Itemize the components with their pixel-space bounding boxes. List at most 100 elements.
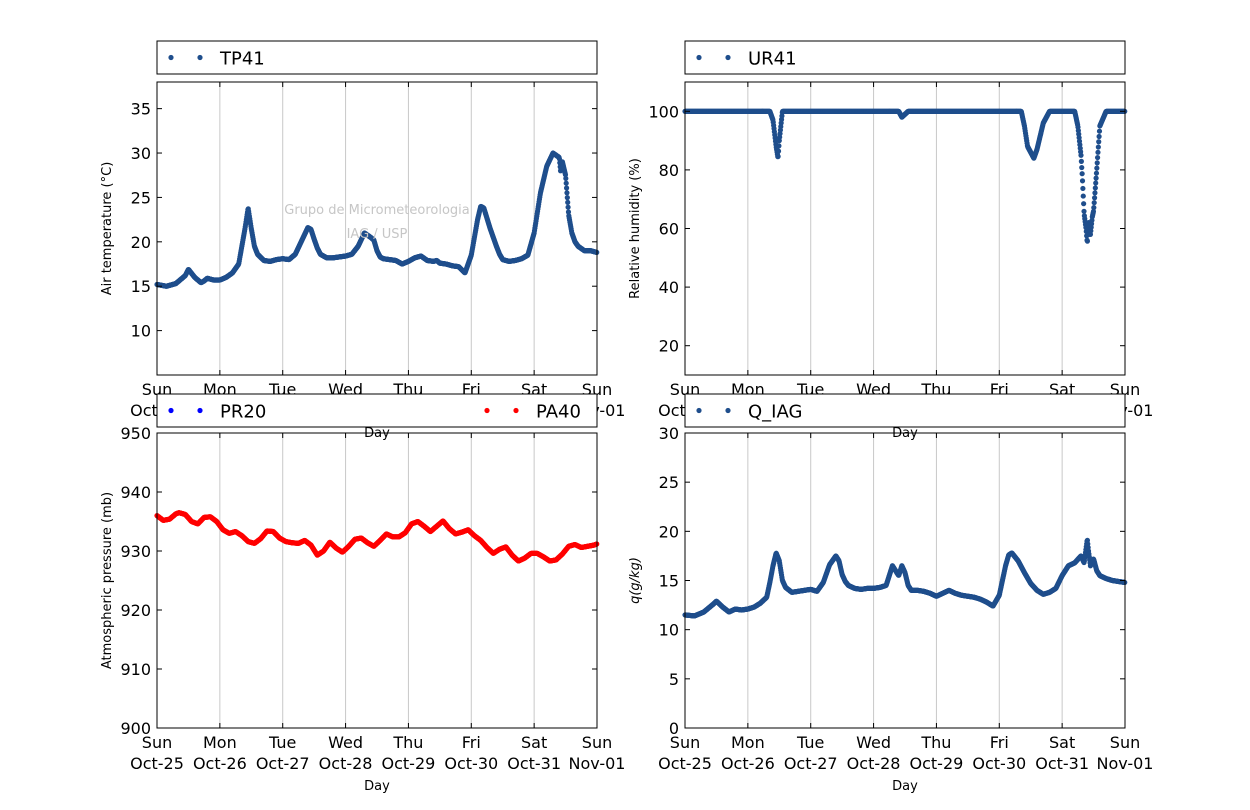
data-point: [1096, 128, 1103, 134]
x-tick-label-date: Oct-28: [319, 754, 373, 773]
data-point: [1093, 170, 1100, 176]
plot-frame: [156, 432, 598, 729]
legend-label-tp41: TP41: [219, 49, 265, 70]
data-point: [1091, 200, 1097, 206]
x-tick-label-date: Oct-25: [130, 754, 184, 773]
x-tick-label-day: Sun: [142, 733, 172, 752]
x-tick-label-date: Oct-30: [972, 754, 1026, 773]
y-tick-label: 60: [659, 220, 679, 239]
legend-marker: [197, 54, 203, 61]
data-point: [1079, 164, 1085, 171]
y-tick-label: 35: [131, 100, 151, 119]
y-tick-label: 20: [659, 337, 679, 356]
data-point: [1095, 144, 1101, 150]
x-tick-label-day: Wed: [856, 733, 891, 752]
data-point: [565, 209, 572, 215]
legend-marker: [513, 407, 519, 414]
data-point: [1079, 171, 1085, 177]
x-tick-label-date: Oct-28: [847, 754, 901, 773]
y-tick-label: 25: [131, 188, 151, 207]
x-tick-label-date: Nov-01: [1097, 754, 1154, 773]
x-tick-label-day: Thu: [392, 733, 423, 752]
y-tick-label: 15: [659, 572, 679, 591]
y-tick-label: 40: [659, 278, 679, 297]
x-tick-label-day: Fri: [462, 733, 481, 752]
legend-marker: [197, 407, 203, 414]
chart-panel-4: 051015202530SunOct-25MonOct-26TueOct-27W…: [628, 393, 1154, 794]
y-tick-label: 20: [131, 233, 151, 252]
x-tick-label-date: Oct-25: [658, 754, 712, 773]
x-tick-label-day: Sat: [521, 733, 547, 752]
data-point: [565, 199, 571, 205]
legend-box: [156, 40, 598, 75]
series-tp41: [154, 150, 600, 289]
y-tick-label: 10: [131, 322, 151, 341]
x-tick-label-date: Oct-29: [910, 754, 964, 773]
y-tick-label: 920: [120, 601, 151, 620]
x-tick-label-day: Sun: [670, 733, 700, 752]
data-point: [1081, 201, 1087, 207]
chart-panel-3: 900910920930940950SunOct-25MonOct-26TueO…: [100, 393, 625, 794]
data-point: [564, 195, 570, 201]
y-axis-label: Air temperature (°C): [100, 162, 115, 296]
x-tick-label-day: Sun: [1110, 733, 1140, 752]
y-tick-label: 30: [131, 144, 151, 163]
data-point: [565, 204, 571, 210]
y-tick-label: 100: [648, 102, 679, 121]
x-tick-label-date: Oct-26: [193, 754, 247, 773]
legend-label-ur41: UR41: [748, 49, 797, 70]
x-tick-label-day: Thu: [920, 733, 951, 752]
data-point: [563, 180, 569, 186]
x-tick-label-date: Oct-31: [1035, 754, 1089, 773]
data-point: [1094, 154, 1101, 161]
x-tick-label-day: Sat: [1049, 733, 1075, 752]
y-tick-label: 950: [120, 424, 151, 443]
data-point: [1080, 193, 1086, 199]
legend-label-pr20: PR20: [220, 402, 266, 423]
data-point: [1092, 185, 1098, 191]
y-tick-label: 10: [659, 621, 679, 640]
y-axis-label: Relative humidity (%): [628, 158, 643, 299]
legend-marker: [484, 407, 490, 414]
data-point: [1096, 139, 1102, 145]
series-q_iag: [682, 537, 1128, 619]
x-tick-label-day: Tue: [796, 733, 824, 752]
data-point: [1094, 165, 1100, 171]
x-tick-label-date: Oct-31: [507, 754, 561, 773]
data-point: [1081, 208, 1087, 214]
y-tick-label: 20: [659, 522, 679, 541]
y-tick-label: 940: [120, 483, 151, 502]
data-point: [1091, 205, 1097, 211]
x-tick-label-day: Tue: [268, 733, 296, 752]
x-axis-label: Day: [892, 779, 918, 794]
data-point: [1084, 238, 1091, 244]
x-tick-label-day: Fri: [990, 733, 1009, 752]
y-tick-label: 25: [659, 473, 679, 492]
data-point: [1078, 152, 1084, 158]
data-point: [1092, 190, 1098, 196]
plot-frame: [684, 81, 1126, 376]
data-point: [775, 153, 781, 160]
data-point: [1093, 175, 1099, 181]
data-point: [1093, 180, 1099, 186]
data-point: [563, 175, 569, 182]
y-tick-label: 910: [120, 660, 151, 679]
x-tick-label-day: Sun: [582, 733, 612, 752]
x-tick-label-date: Oct-29: [382, 754, 436, 773]
watermark-line-1: Grupo de Micrometeorologia: [284, 203, 470, 218]
y-tick-label: 30: [659, 424, 679, 443]
data-point: [564, 190, 570, 196]
legend-marker: [696, 407, 702, 414]
y-tick-label: 930: [120, 542, 151, 561]
x-tick-label-date: Oct-27: [784, 754, 838, 773]
legend-label-pa40: PA40: [536, 402, 581, 423]
x-tick-label-day: Wed: [328, 733, 363, 752]
y-tick-label: 80: [659, 161, 679, 180]
data-point: [1095, 149, 1101, 155]
chart-panel-2: 20406080100SunOct-25MonOct-26TueOct-27We…: [628, 40, 1153, 441]
legend-marker: [168, 407, 174, 414]
legend-marker: [725, 407, 731, 414]
series-pa40: [154, 510, 600, 564]
watermark-line-2: IAG / USP: [347, 227, 408, 242]
